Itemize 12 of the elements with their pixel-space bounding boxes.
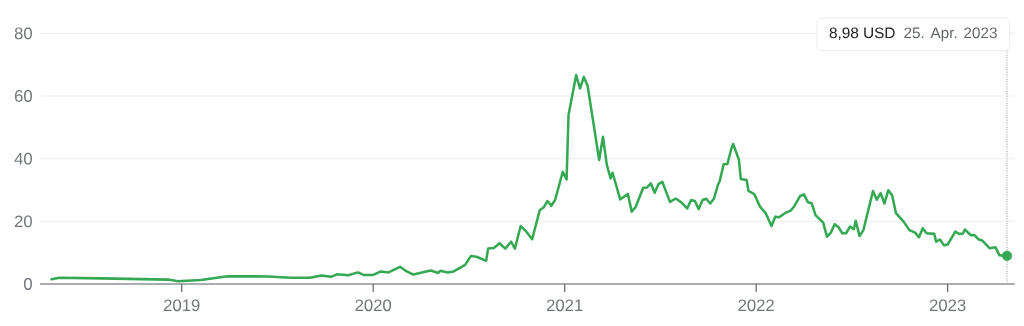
x-tick-label: 2023 xyxy=(929,299,966,312)
y-tick-label: 20 xyxy=(14,215,32,228)
x-tick-label: 2020 xyxy=(355,299,392,312)
y-tick-label: 60 xyxy=(14,90,32,102)
x-tick-label: 2019 xyxy=(164,299,200,312)
annotation: 8,98 USD xyxy=(829,27,895,41)
x-tick-label: 2022 xyxy=(738,299,774,312)
x-tick-label: 2021 xyxy=(546,299,583,312)
y-tick-label: 40 xyxy=(14,152,32,165)
y-tick-label: 80 xyxy=(14,27,32,40)
y-tick-label: 0 xyxy=(24,278,32,290)
annotation: 25. Apr. 2023 xyxy=(904,27,997,42)
